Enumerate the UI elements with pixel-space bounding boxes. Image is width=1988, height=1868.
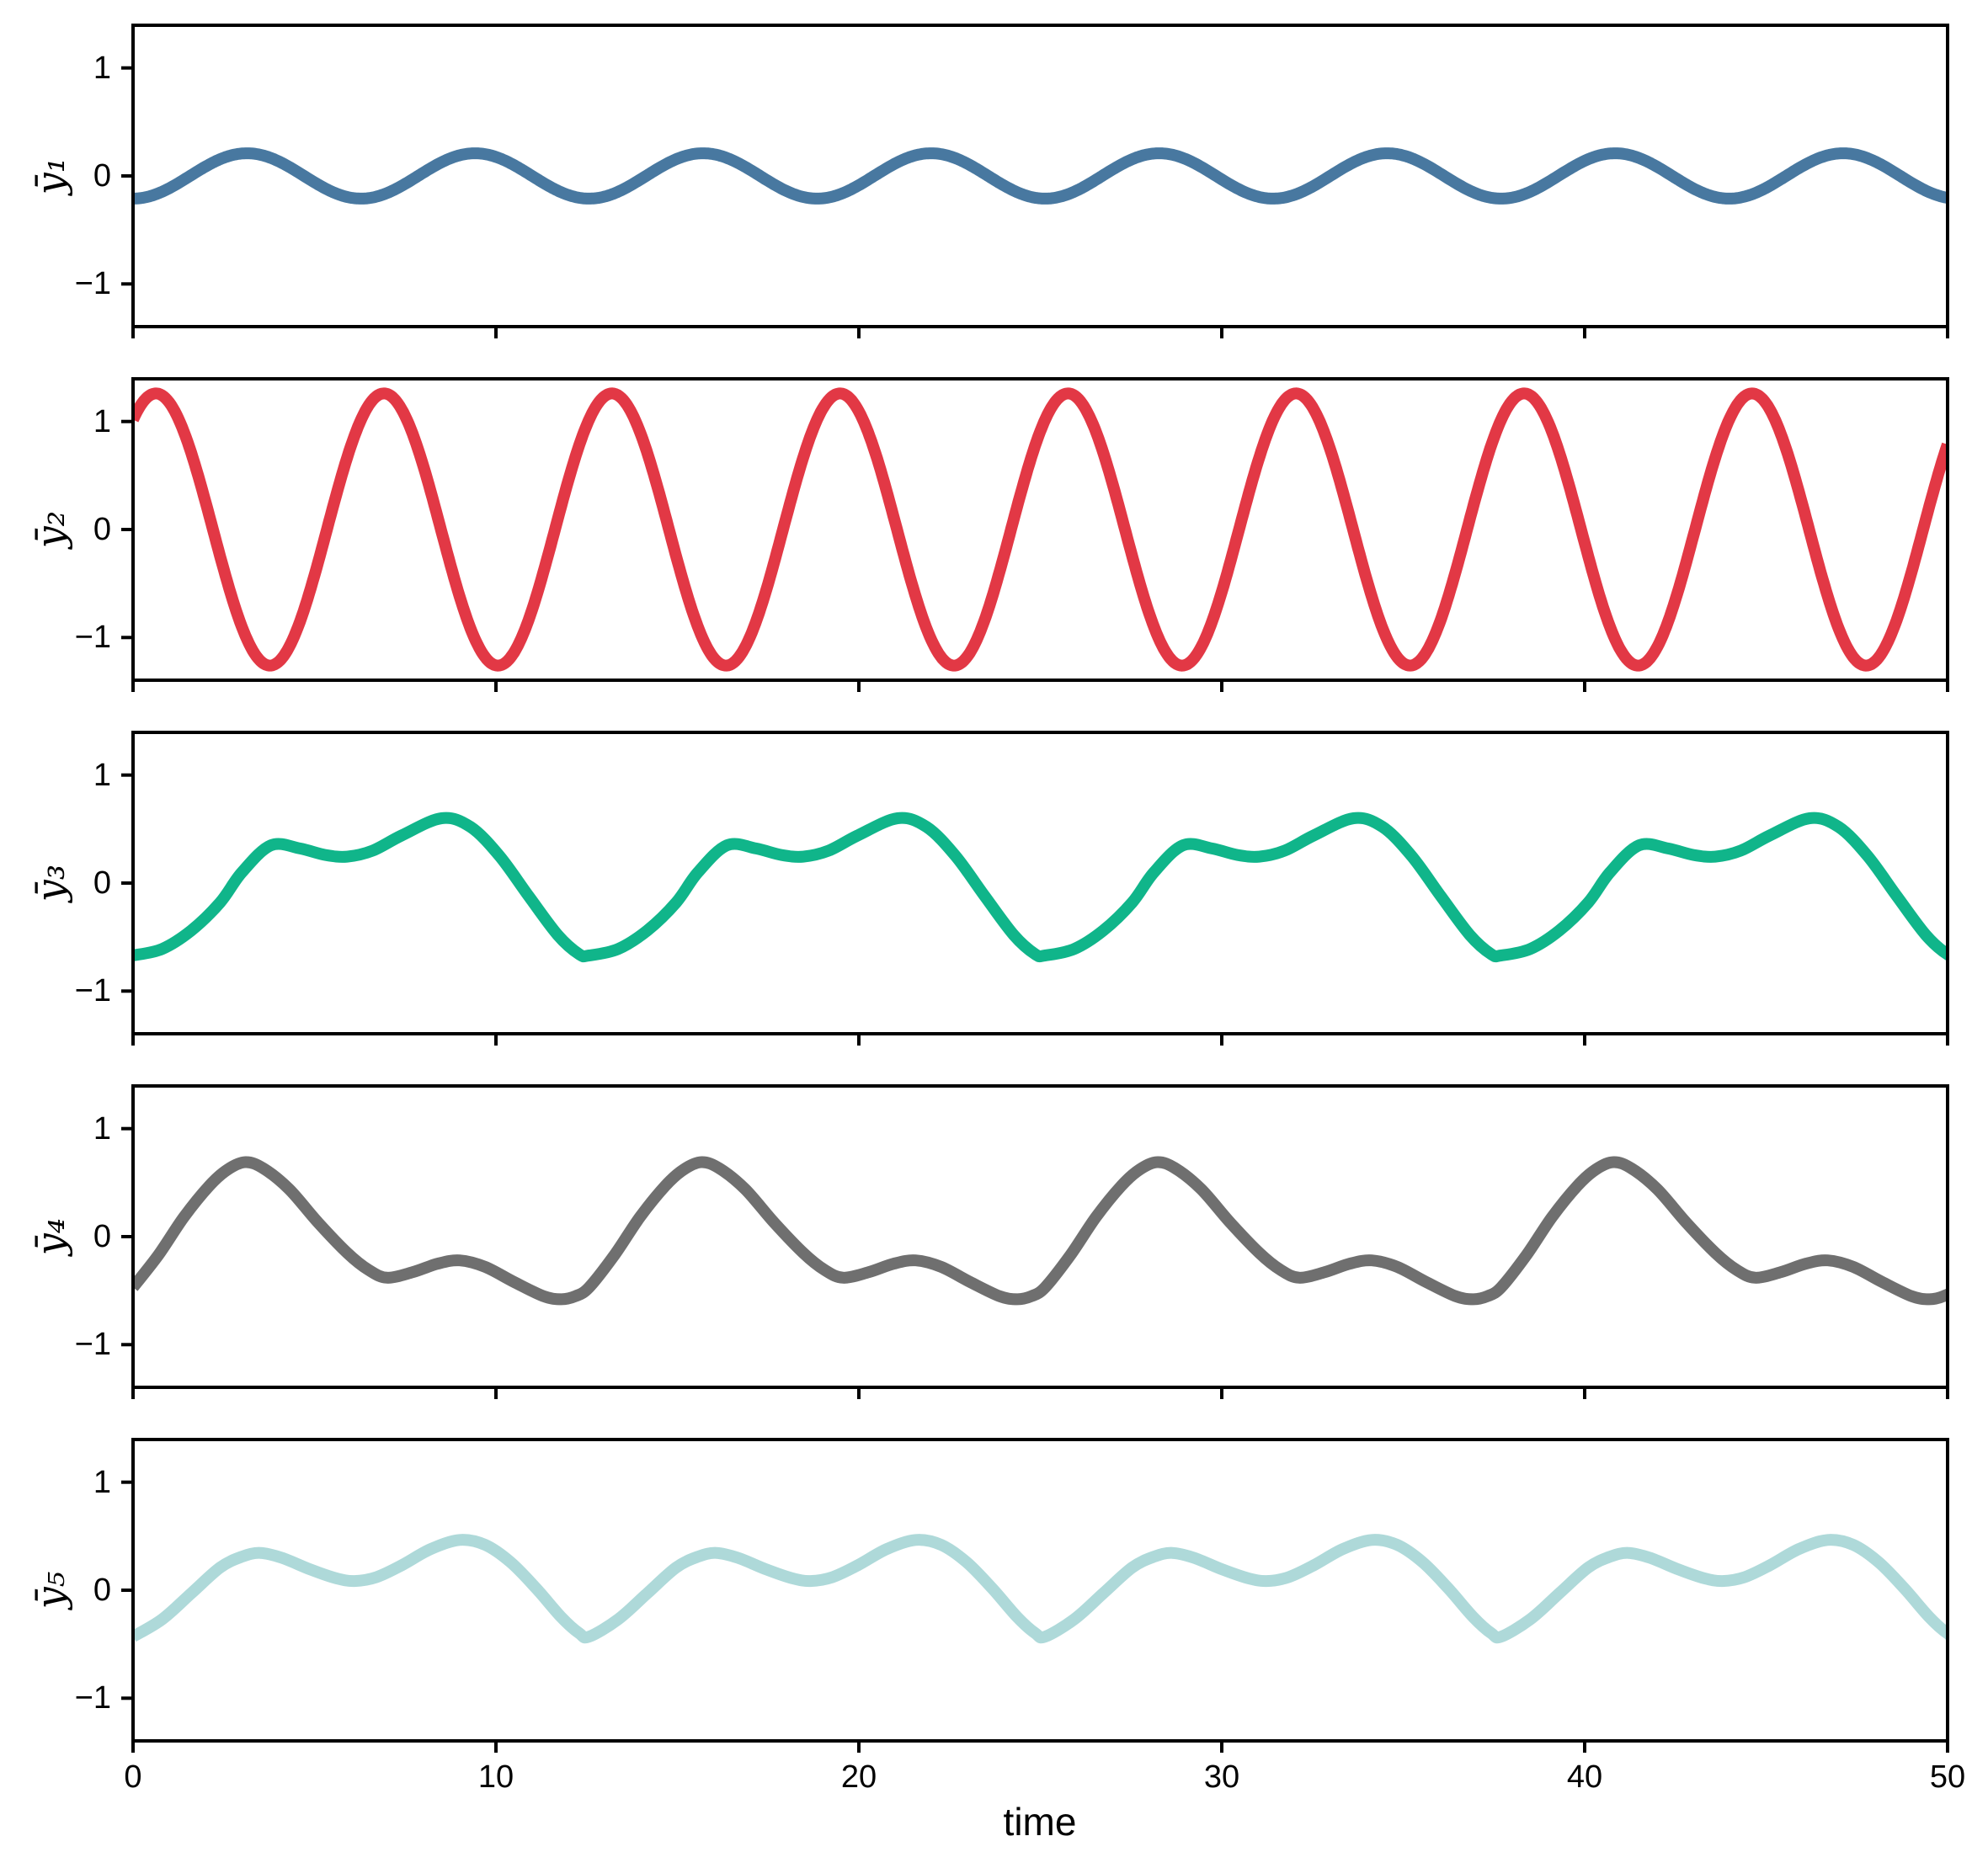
xtick-label: 40	[1566, 1759, 1603, 1795]
ytick-label: −1	[74, 620, 111, 656]
subplot-4-canvas	[121, 1084, 1949, 1399]
ytick-label: −1	[74, 973, 111, 1009]
xtick-label: 10	[477, 1759, 514, 1795]
series-y4-line	[133, 1156, 1948, 1306]
axes-frame	[131, 24, 1949, 328]
subplot-5-canvas	[121, 1438, 1949, 1753]
ytick-label: 1	[93, 1464, 111, 1500]
ytick-label: 0	[93, 1573, 111, 1608]
ytick-label: −1	[74, 1327, 111, 1363]
x-axis-label: time	[1003, 1800, 1077, 1844]
series-y1-line	[133, 147, 1948, 205]
ytick-label: 0	[93, 512, 111, 547]
xtick-label: 50	[1929, 1759, 1966, 1795]
ytick-label: 1	[93, 50, 111, 86]
xtick-label: 30	[1203, 1759, 1240, 1795]
series-y5-line	[133, 1534, 1948, 1644]
ytick-label: 1	[93, 1110, 111, 1147]
ytick-label: 1	[93, 403, 111, 439]
ytick-label: 0	[93, 158, 111, 194]
ytick-label: 0	[93, 1219, 111, 1254]
series-y2-line	[133, 387, 1948, 672]
ytick-label: −1	[74, 266, 111, 302]
subplot-3-canvas	[121, 731, 1949, 1046]
xtick-label: 0	[124, 1759, 142, 1795]
axes-frame	[131, 1438, 1949, 1743]
axes-frame	[131, 377, 1949, 682]
series-y3-line	[133, 812, 1948, 963]
subplot-2-canvas	[121, 377, 1949, 692]
ytick-label: −1	[74, 1680, 111, 1716]
xtick-label: 20	[840, 1759, 877, 1795]
ytick-label: 0	[93, 865, 111, 901]
subplot-1-canvas	[121, 24, 1949, 338]
axes-frame	[131, 731, 1949, 1035]
ytick-label: 1	[93, 757, 111, 793]
axes-frame	[131, 1084, 1949, 1389]
